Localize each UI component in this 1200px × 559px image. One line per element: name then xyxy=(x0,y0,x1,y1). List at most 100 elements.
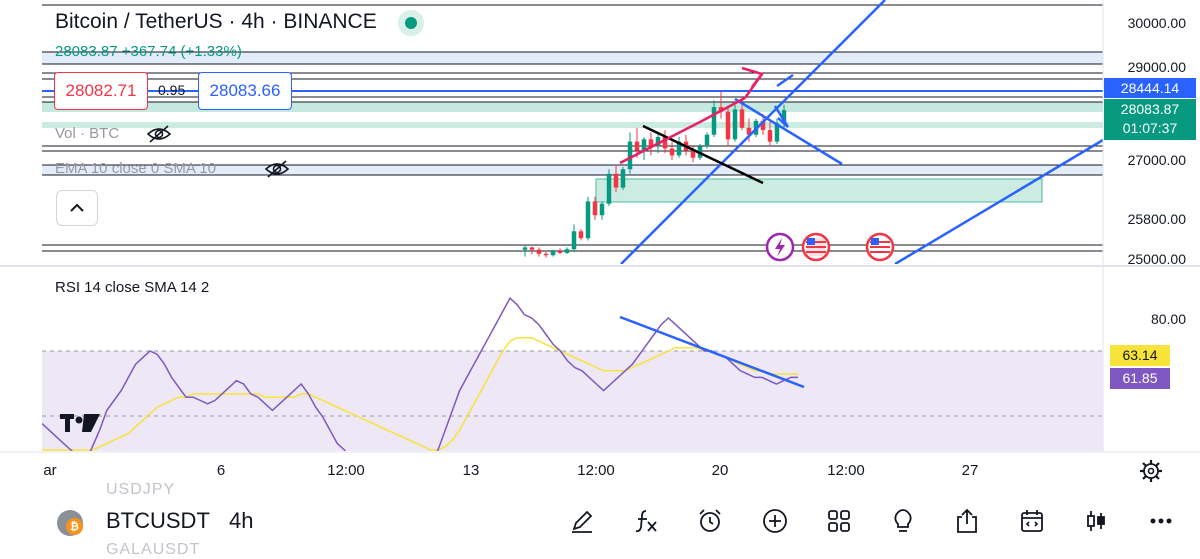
ideas-button[interactable] xyxy=(886,504,920,538)
event-markers[interactable] xyxy=(765,232,895,262)
candle-body xyxy=(781,110,787,124)
candle-body xyxy=(669,148,675,156)
candle-body xyxy=(732,109,738,140)
hidden-eye-icon[interactable] xyxy=(264,159,290,179)
candle-body xyxy=(760,120,766,131)
candle-body xyxy=(557,251,563,253)
price-axis-label: 29000.00 xyxy=(1127,59,1186,75)
bar-countdown: 01:07:37 xyxy=(1122,120,1178,136)
rsi-trendline[interactable] xyxy=(619,315,805,389)
downtrend-line[interactable] xyxy=(642,124,764,185)
rsi-band xyxy=(42,351,1103,451)
channel-line-lower[interactable] xyxy=(894,138,1103,264)
demand-zone[interactable] xyxy=(595,178,1043,203)
candle-body xyxy=(578,231,584,239)
candle-body xyxy=(676,141,682,156)
sell-button[interactable]: 28082.71 xyxy=(54,72,148,110)
indicators-icon xyxy=(635,510,657,533)
candles-group xyxy=(522,91,787,258)
replay-icon xyxy=(1021,510,1043,532)
ema-legend[interactable]: EMA 10 close 0 SMA 10 xyxy=(55,160,216,177)
add-button[interactable] xyxy=(758,504,792,538)
candle-body xyxy=(550,251,556,256)
symbol-selector[interactable]: BTCUSDT xyxy=(106,508,210,533)
chart-type-icon xyxy=(1087,511,1105,531)
rsi-legend[interactable]: RSI 14 close SMA 14 2 xyxy=(55,279,210,296)
projection-arrow-head xyxy=(741,66,765,88)
channel-line-short[interactable] xyxy=(776,73,794,88)
candle-body xyxy=(704,134,710,147)
candle-body xyxy=(655,137,661,147)
layout-icon xyxy=(828,510,850,532)
time-axis-label: 12:00 xyxy=(327,462,365,479)
hidden-eye-icon[interactable] xyxy=(146,124,172,144)
market-open-icon xyxy=(398,10,424,36)
time-axis-label: 12:00 xyxy=(827,462,865,479)
candle-body xyxy=(774,123,780,142)
tradingview-logo xyxy=(60,414,100,432)
time-axis-label: 20 xyxy=(711,462,729,479)
projection-line[interactable] xyxy=(619,96,746,165)
ghost-symbol-below: GALAUSDT xyxy=(106,541,201,554)
candle-body xyxy=(767,130,773,142)
price-axis-label: 25800.00 xyxy=(1127,211,1186,227)
time-axis-label: 6 xyxy=(216,462,226,479)
level-band xyxy=(42,165,1103,175)
timeframe-selector[interactable]: 4h xyxy=(229,508,254,533)
time-axis-label: 12:00 xyxy=(577,462,615,479)
candle-body xyxy=(746,127,752,135)
spread-value: 0.95 xyxy=(158,82,186,98)
candle-body xyxy=(522,247,528,250)
candle-body xyxy=(613,173,619,188)
volume-legend[interactable]: Vol · BTC xyxy=(55,125,120,142)
candle-body xyxy=(620,169,626,188)
indicators-button[interactable] xyxy=(629,504,663,538)
share-button[interactable] xyxy=(950,504,984,538)
buy-button[interactable]: 28083.66 xyxy=(198,72,292,110)
candle-body xyxy=(536,249,542,254)
alert-button[interactable] xyxy=(693,504,727,538)
us-flag-event-icon[interactable] xyxy=(865,232,895,262)
us-flag-event-icon[interactable] xyxy=(801,232,831,262)
candle-body xyxy=(662,137,668,149)
current-price-label: 28083.87 01:07:37 xyxy=(1104,99,1196,140)
chevron-up-icon xyxy=(70,203,84,212)
chart-settings-icon[interactable] xyxy=(1138,458,1164,484)
level-band xyxy=(42,52,1103,64)
rsi-sma-line xyxy=(42,337,798,451)
candle-body xyxy=(627,141,633,170)
rsi-sma-value-label: 63.14 xyxy=(1110,345,1170,366)
share-icon xyxy=(957,508,977,533)
candle-body xyxy=(648,139,654,147)
price-axis-label: 25000.00 xyxy=(1127,251,1186,265)
price-change: 28083.87 +367.74 (+1.33%) xyxy=(55,43,242,60)
symbol-title[interactable]: Bitcoin / TetherUS · 4h · BINANCE xyxy=(55,10,377,33)
time-axis-label: 13 xyxy=(462,462,480,479)
rsi-line xyxy=(42,296,798,451)
candle-body xyxy=(571,231,577,250)
lightning-glyph xyxy=(775,238,785,257)
more-button[interactable] xyxy=(1144,504,1178,538)
candle-body xyxy=(592,201,598,216)
replay-button[interactable] xyxy=(1015,504,1049,538)
rsi-pane[interactable] xyxy=(42,296,1103,486)
alert-icon xyxy=(699,509,721,532)
layout-button[interactable] xyxy=(822,504,856,538)
candle-body xyxy=(641,139,647,151)
horizontal-levels xyxy=(42,4,1103,252)
current-price-value: 28083.87 xyxy=(1120,101,1180,117)
chart-type-button[interactable] xyxy=(1079,504,1113,538)
candle-body xyxy=(564,249,570,253)
ghost-symbol-above: USDJPY xyxy=(106,481,176,497)
bitcoin-icon: ₿ xyxy=(66,518,83,535)
collapse-legend-button[interactable] xyxy=(56,190,98,226)
price-alert-label[interactable]: 28444.14 xyxy=(1104,78,1196,98)
add-icon xyxy=(763,509,787,533)
channel-line-upper[interactable] xyxy=(620,0,886,264)
draw-button[interactable] xyxy=(565,504,599,538)
pennant-line[interactable] xyxy=(734,97,843,166)
price-axis-label: 30000.00 xyxy=(1127,15,1186,31)
pennant-tip[interactable] xyxy=(773,105,790,128)
